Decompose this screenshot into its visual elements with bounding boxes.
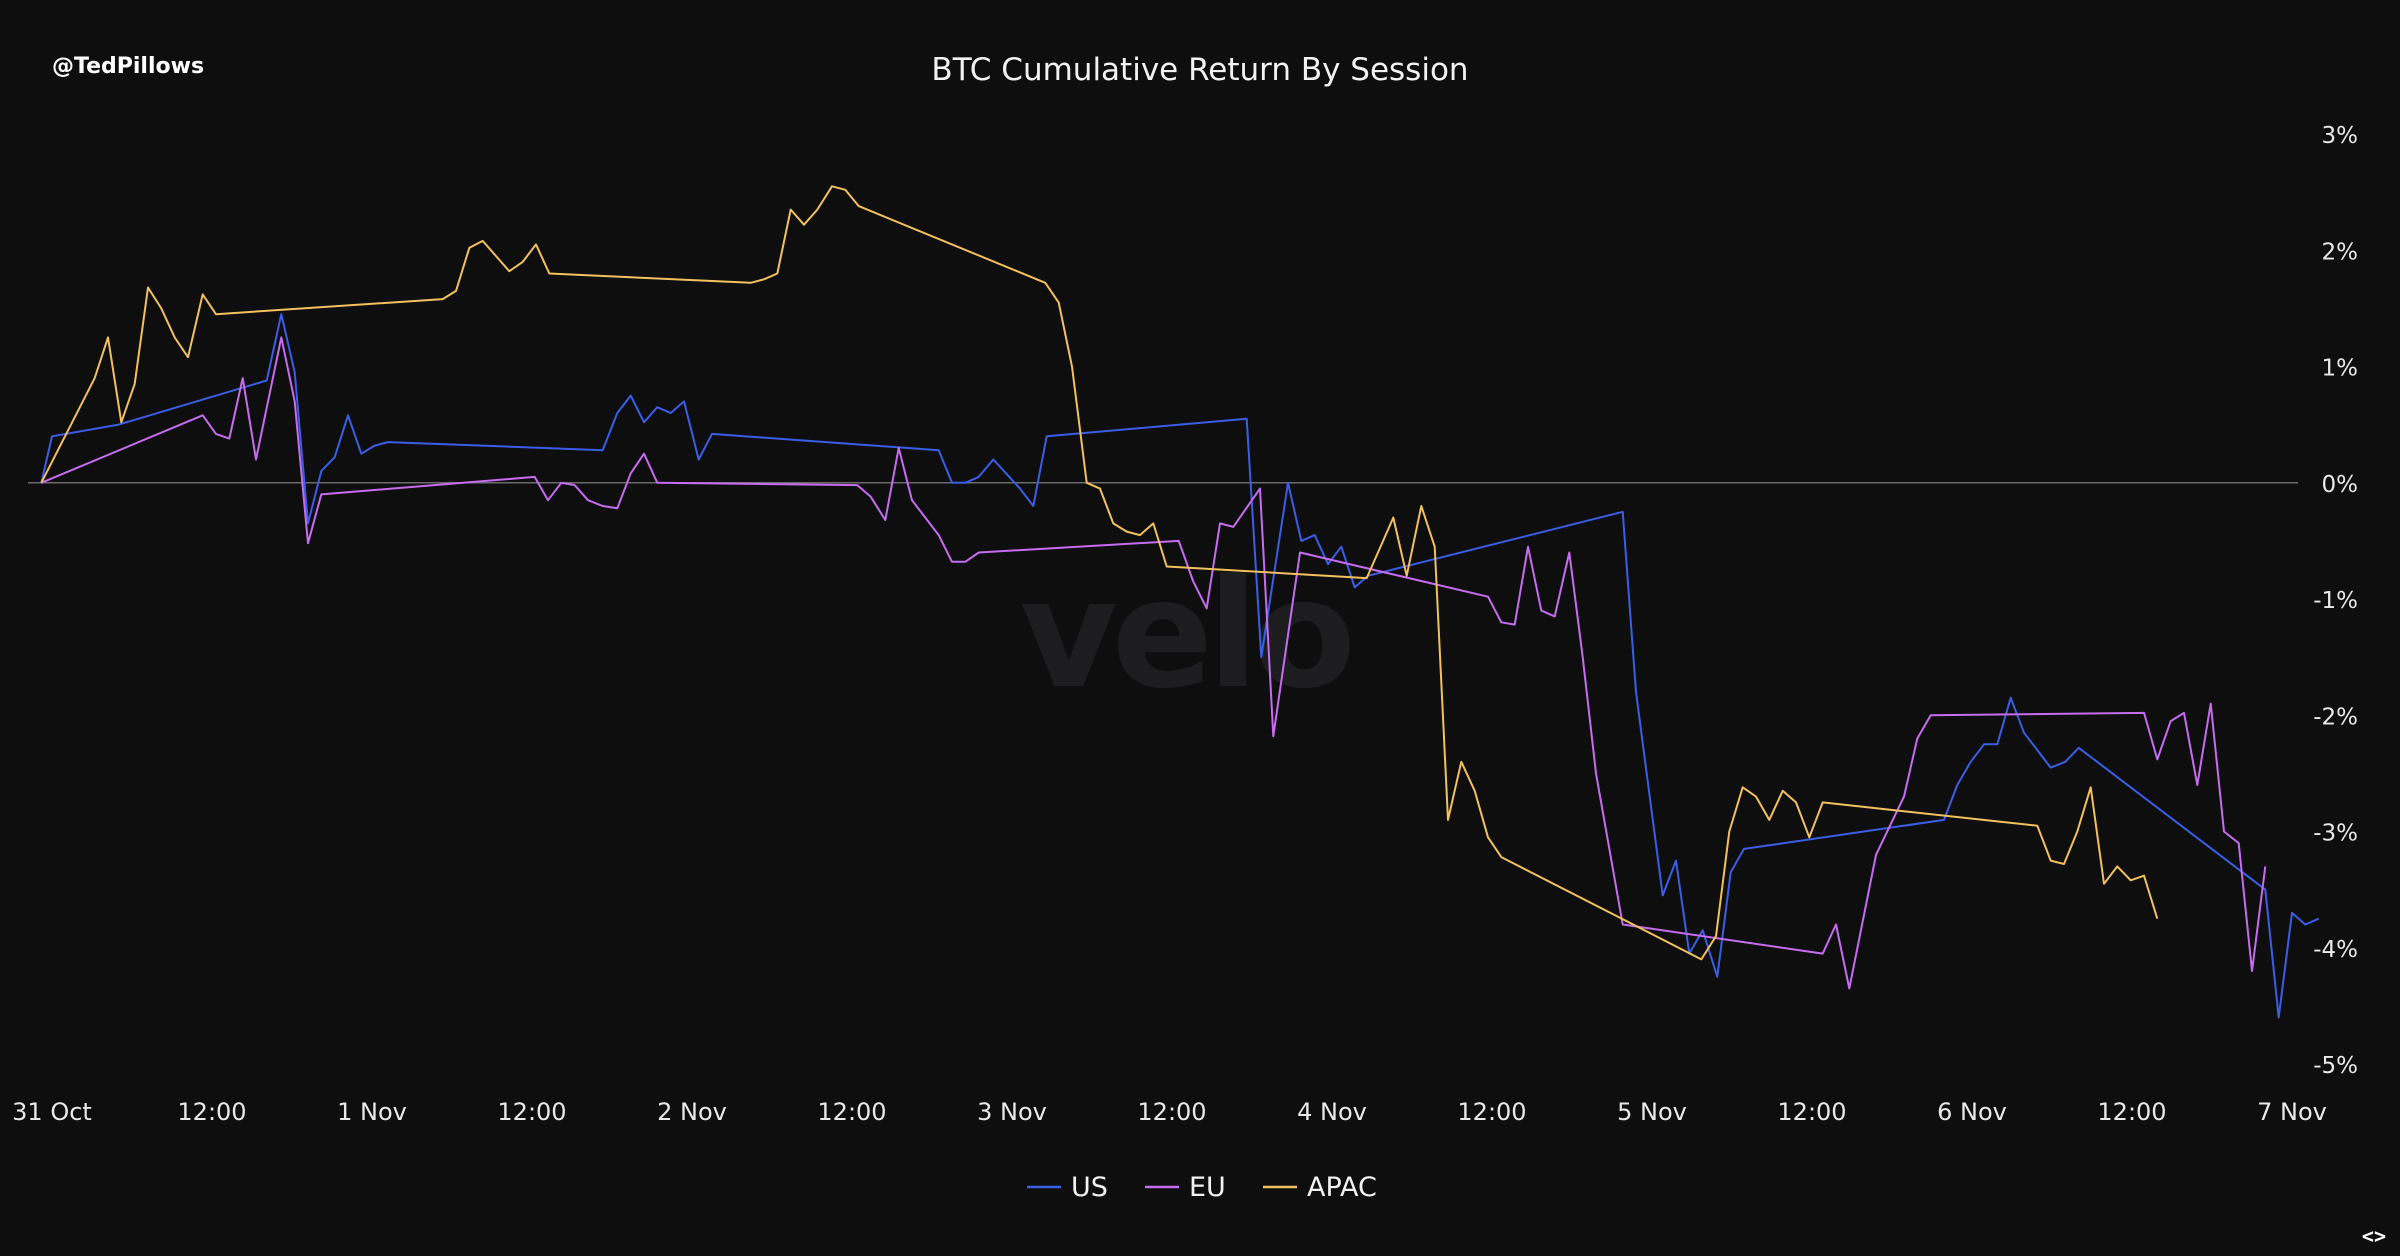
x-tick-label: 12:00 [1137, 1098, 1206, 1126]
series-line-eu [40, 336, 2267, 990]
legend-label-us: US [1071, 1172, 1108, 1203]
y-tick-label: 3% [2322, 123, 2359, 149]
x-tick-label: 6 Nov [1937, 1098, 2007, 1126]
x-tick-label: 1 Nov [337, 1098, 407, 1126]
legend-item-apac[interactable]: APAC [1263, 1172, 1377, 1203]
nav-arrows[interactable]: <> [2362, 1224, 2386, 1248]
y-tick-label: -2% [2313, 704, 2358, 730]
x-tick-label: 2 Nov [657, 1098, 727, 1126]
y-tick-label: 0% [2322, 472, 2359, 498]
y-tick-label: 1% [2322, 356, 2359, 382]
velo-watermark-logo: velo [1020, 548, 1356, 722]
x-tick-label: 12:00 [817, 1098, 886, 1126]
x-tick-label: 4 Nov [1297, 1098, 1367, 1126]
x-tick-label: 12:00 [1457, 1098, 1526, 1126]
y-tick-label: -3% [2313, 821, 2358, 847]
y-axis-tick-labels: 3% 2% 1% 0% -1% -2% -3% -4% -5% [2313, 123, 2358, 1079]
legend-label-eu: EU [1189, 1172, 1226, 1203]
series-layer [40, 185, 2320, 1019]
x-tick-label: 5 Nov [1617, 1098, 1687, 1126]
legend-item-eu[interactable]: EU [1145, 1172, 1226, 1203]
author-handle: @TedPillows [52, 54, 205, 79]
x-tick-label: 12:00 [497, 1098, 566, 1126]
legend: US EU APAC [1027, 1172, 1377, 1203]
chart-title: BTC Cumulative Return By Session [931, 52, 1469, 88]
x-tick-label: 12:00 [177, 1098, 246, 1126]
y-tick-label: -5% [2313, 1053, 2358, 1079]
x-tick-label: 12:00 [2097, 1098, 2166, 1126]
nav-prev-button[interactable]: < [2361, 1224, 2374, 1248]
x-tick-label: 7 Nov [2257, 1098, 2327, 1126]
legend-label-apac: APAC [1307, 1172, 1377, 1203]
series-line-apac [40, 185, 2159, 961]
x-tick-label: 31 Oct [12, 1098, 92, 1126]
legend-item-us[interactable]: US [1027, 1172, 1108, 1203]
nav-next-button[interactable]: > [2373, 1224, 2386, 1248]
y-tick-label: 2% [2322, 239, 2359, 265]
x-tick-label: 12:00 [1777, 1098, 1846, 1126]
series-line-us [40, 313, 2320, 1019]
x-axis-tick-labels: 31 Oct 12:00 1 Nov 12:00 2 Nov 12:00 3 Nov 12:0… [12, 1098, 2327, 1126]
y-tick-label: -1% [2313, 588, 2358, 614]
y-tick-label: -4% [2313, 937, 2358, 963]
x-tick-label: 3 Nov [977, 1098, 1047, 1126]
